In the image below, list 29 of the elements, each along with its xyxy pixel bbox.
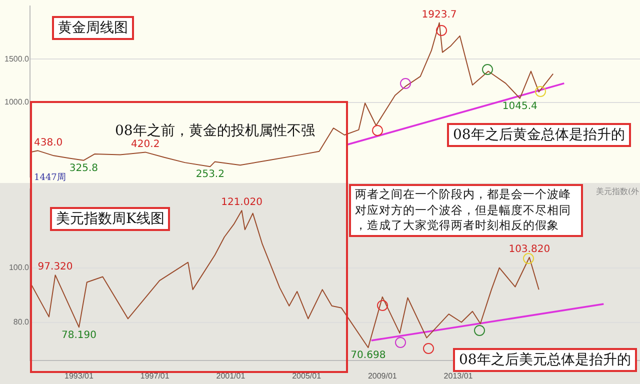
y-tick-label: 1500.0 — [4, 54, 30, 64]
y-tick-label: 1000.0 — [4, 97, 30, 106]
data-label: 97.320 — [38, 262, 73, 273]
x-tick-label: 2009/01 — [368, 371, 398, 380]
x-tick-label: 1997/01 — [140, 371, 170, 380]
y-tick-label: 100.0 — [8, 262, 30, 272]
data-label: 253.2 — [196, 169, 224, 180]
annotation: 08年之后黄金总体是抬升的 — [447, 123, 631, 147]
data-label: 103.820 — [508, 244, 550, 255]
data-label: 70.698 — [350, 350, 386, 362]
data-label: 121.020 — [221, 197, 262, 208]
text: 美元指数周K线图 — [50, 207, 170, 231]
data-label: 325.8 — [69, 162, 98, 174]
x-tick-label: 2005/01 — [292, 371, 322, 380]
data-label: 1923.7 — [422, 9, 457, 20]
text: 黄金周线图 — [52, 16, 134, 40]
annotation: 08年之后美元总体是抬升的 — [453, 348, 637, 372]
x-tick-label: 2013/01 — [444, 371, 474, 380]
annotation: 1447周 — [34, 172, 66, 184]
y-tick-label: 80.0 — [13, 317, 30, 326]
x-tick-label: 1993/01 — [64, 371, 94, 380]
data-label: 420.2 — [131, 138, 160, 150]
annotation: 美元指数(外 — [596, 186, 640, 197]
data-label: 438.0 — [34, 137, 63, 148]
annotation: 两者之间在一个阶段内，都是会一个波峰对应对方的一个波谷，但是幅度不尽相同，造成了大家觉得两者时刻相反的假象 — [349, 184, 583, 237]
data-label: 1045.4 — [502, 100, 538, 112]
annotation: 08年之前，黄金的投机属性不强 — [115, 122, 315, 140]
data-label: 78.190 — [61, 330, 96, 341]
x-tick-label: 2001/01 — [216, 371, 246, 380]
